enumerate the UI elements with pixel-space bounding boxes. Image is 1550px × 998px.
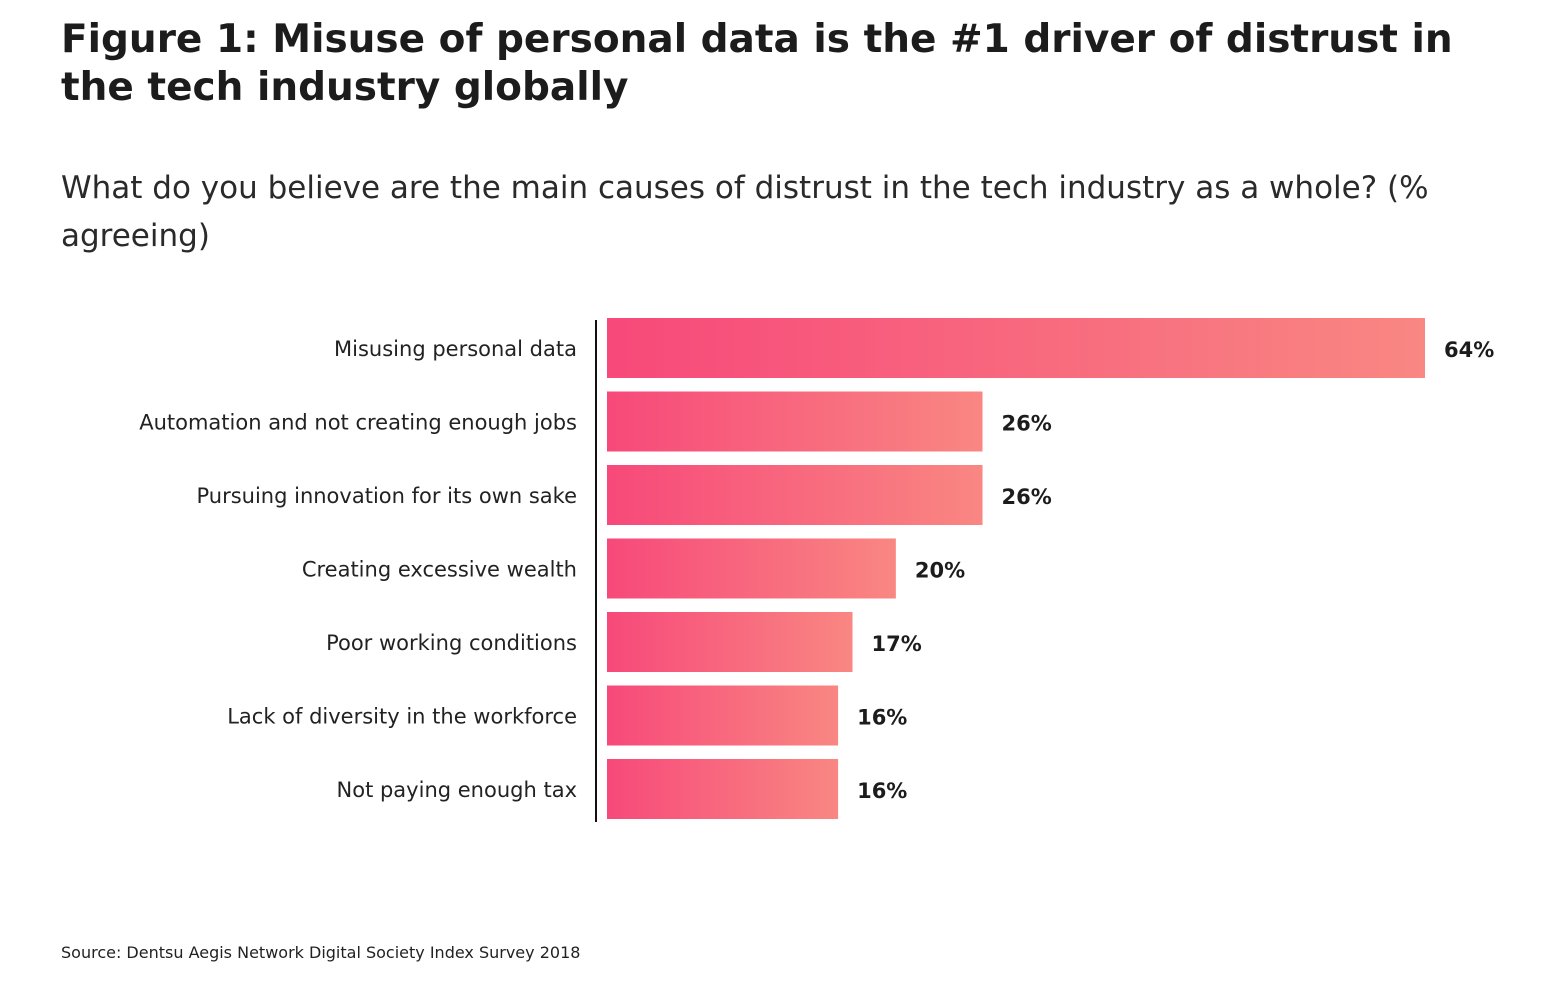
value-label: 16%	[857, 706, 907, 730]
category-label: Misusing personal data	[334, 337, 577, 361]
bar	[607, 318, 1425, 378]
bar	[607, 612, 853, 672]
category-label: Not paying enough tax	[337, 778, 577, 802]
category-label: Pursuing innovation for its own sake	[196, 484, 577, 508]
category-label: Automation and not creating enough jobs	[139, 411, 577, 435]
value-label: 26%	[1002, 412, 1052, 436]
chart-title: Figure 1: Misuse of personal data is the…	[61, 17, 1453, 110]
bar	[607, 538, 896, 599]
category-label: Creating excessive wealth	[302, 558, 577, 582]
value-label: 16%	[857, 779, 907, 803]
value-label: 26%	[1002, 485, 1052, 509]
bar	[607, 391, 983, 452]
source-note: Source: Dentsu Aegis Network Digital Soc…	[61, 943, 581, 962]
chart-subtitle: What do you believe are the main causes …	[61, 170, 1429, 254]
value-label: 20%	[915, 559, 965, 583]
value-label: 64%	[1444, 338, 1494, 362]
category-label: Lack of diversity in the workforce	[227, 705, 577, 729]
bar	[607, 759, 839, 819]
value-label: 17%	[872, 632, 922, 656]
category-label: Poor working conditions	[326, 631, 577, 655]
bar	[607, 465, 983, 525]
bar	[607, 685, 839, 746]
